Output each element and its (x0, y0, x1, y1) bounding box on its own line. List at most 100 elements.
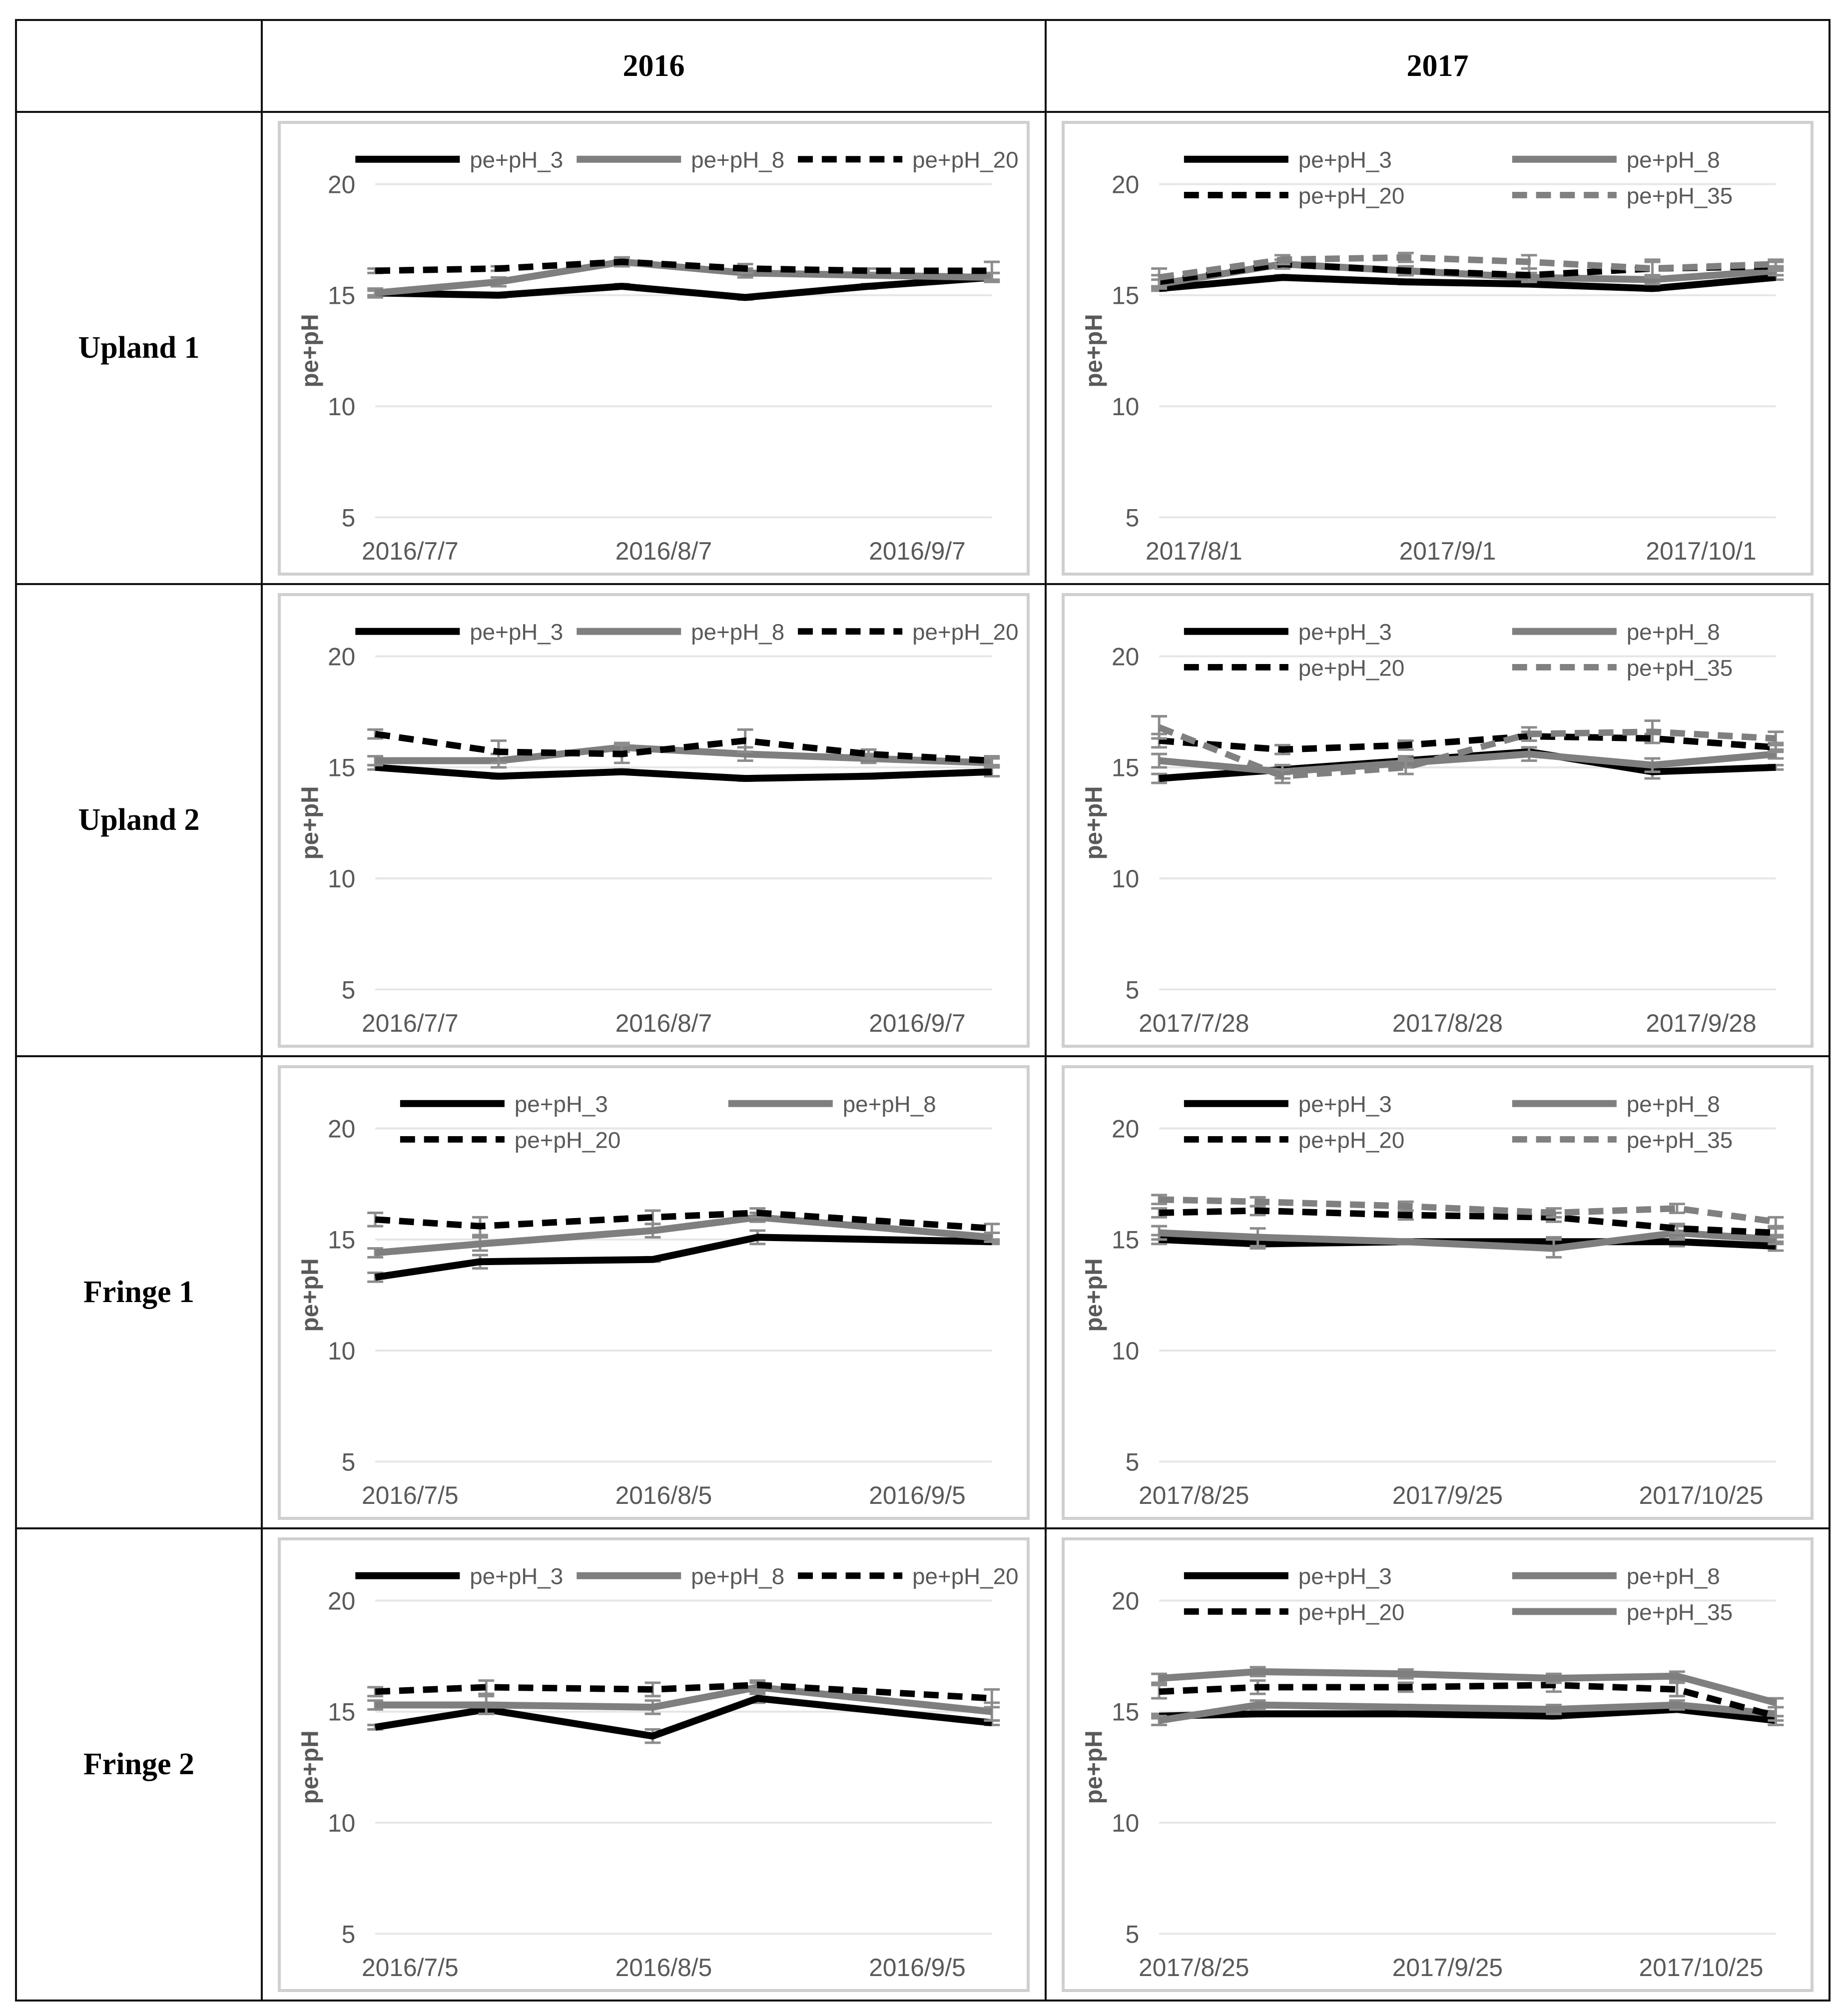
y-tick-label: 5 (342, 1920, 356, 1948)
data-point (1774, 765, 1777, 768)
data-point (744, 267, 747, 270)
x-tick-label: 2017/9/25 (1392, 1481, 1503, 1509)
y-tick-label: 10 (1112, 1337, 1139, 1365)
series-pe+pH_3 (367, 1692, 1000, 1744)
data-point (1158, 1231, 1161, 1234)
legend-item: pe+pH_20 (798, 619, 1019, 645)
series-line (1159, 1196, 1777, 1225)
data-point (1281, 774, 1284, 777)
legend-label: pe+pH_20 (912, 147, 1019, 172)
series-line (1159, 1705, 1777, 1724)
y-tick-label: 15 (328, 1226, 355, 1254)
data-point (1158, 1198, 1161, 1201)
series-pe+pH_20 (367, 728, 1000, 766)
series-pe+pH_8 (367, 1211, 1000, 1259)
error-bar (984, 260, 1000, 281)
data-point (1774, 737, 1777, 740)
y-tick-label: 10 (328, 393, 355, 421)
legend-item: pe+pH_20 (798, 1563, 1019, 1589)
legend-item: pe+pH_35 (1512, 1599, 1733, 1625)
error-bar (1768, 1216, 1784, 1228)
legend: pe+pH_3 pe+pH_8 pe+pH_20 (355, 147, 1019, 172)
series-pe+pH_8 (1151, 1699, 1784, 1726)
data-point (1774, 1231, 1777, 1234)
x-tick-label: 2016/8/5 (615, 1481, 712, 1509)
legend-item: pe+pH_3 (1184, 619, 1392, 645)
x-tick-label: 2017/9/1 (1399, 537, 1496, 565)
y-tick-label: 5 (1126, 1448, 1140, 1476)
x-tick-label: 2016/7/5 (362, 1481, 459, 1509)
error-bar (1151, 752, 1168, 768)
series-line (375, 1694, 993, 1740)
legend-item: pe+pH_3 (355, 1563, 563, 1589)
data-point (1404, 1205, 1407, 1208)
x-tick-label: 2017/8/25 (1139, 1481, 1249, 1509)
data-point (1256, 1712, 1259, 1715)
chart-upland2-2017: 5 10 15 20 2017/7/28 2017/8/28 2017/9/28 pe+pH p… (1062, 593, 1814, 1048)
y-tick-label: 10 (1112, 1809, 1139, 1837)
data-point (1676, 1207, 1679, 1210)
data-point (1404, 1685, 1407, 1688)
legend-label: pe+pH_35 (1627, 655, 1733, 680)
legend-label: pe+pH_3 (515, 1091, 608, 1117)
series-line (375, 730, 992, 764)
data-point (1158, 1690, 1161, 1693)
data-point (1774, 1714, 1777, 1717)
data-point (1404, 269, 1407, 272)
y-tick-label: 5 (1126, 504, 1140, 532)
y-axis-label: pe+pH (1081, 786, 1108, 859)
series-line (375, 1213, 992, 1256)
data-point (1158, 1677, 1161, 1680)
data-point (756, 1211, 759, 1214)
series-line (375, 258, 992, 274)
legend-item: pe+pH_8 (577, 619, 784, 645)
data-point (374, 1703, 377, 1706)
y-axis-label: pe+pH (297, 786, 324, 859)
legend-label: pe+pH_20 (912, 1563, 1019, 1589)
data-point (1552, 1211, 1555, 1214)
data-point (1552, 1708, 1555, 1711)
error-bar (860, 748, 877, 760)
legend-item: pe+pH_20 (1184, 655, 1404, 680)
series-pe+pH_20 (367, 256, 1000, 281)
legend-label: pe+pH_3 (1298, 1563, 1392, 1589)
series-line (1159, 254, 1776, 281)
error-bar (1669, 1202, 1685, 1214)
x-tick-label: 2016/8/7 (615, 1009, 712, 1037)
x-tick-label: 2016/7/7 (362, 537, 459, 565)
legend-item: pe+pH_3 (1184, 1563, 1392, 1589)
data-point (1676, 1227, 1679, 1230)
y-axis-label: pe+pH (1081, 314, 1108, 387)
data-point (867, 269, 870, 272)
series-pe+pH_8 (367, 741, 1000, 768)
y-axis-label: pe+pH (297, 1258, 324, 1332)
series-pe+pH_35 (1151, 714, 1784, 784)
series-pe+pH_20 (367, 1679, 1000, 1708)
legend-item: pe+pH_20 (1184, 183, 1404, 208)
legend-item: pe+pH_8 (1512, 147, 1720, 172)
error-bar (1151, 1225, 1168, 1241)
data-point (1528, 273, 1531, 276)
data-point (1158, 276, 1161, 279)
data-point (1676, 1674, 1679, 1677)
error-bar (1768, 258, 1784, 270)
year-header-2016: 2016 (261, 19, 1047, 113)
data-point (1158, 759, 1161, 762)
data-point (374, 1725, 377, 1728)
data-point (1651, 730, 1654, 733)
data-point (1256, 1670, 1259, 1673)
y-tick-label: 20 (328, 1587, 355, 1615)
series-line (375, 258, 992, 296)
legend-item: pe+pH_8 (1512, 1091, 1720, 1117)
data-point (374, 1218, 377, 1221)
data-point (1404, 743, 1407, 746)
y-tick-label: 10 (1112, 393, 1139, 421)
y-tick-label: 15 (328, 281, 355, 309)
legend-label: pe+pH_8 (843, 1091, 936, 1117)
legend-label: pe+pH_3 (1298, 619, 1392, 645)
data-point (744, 296, 747, 299)
chart-fringe1-2017: 5 10 15 20 2017/8/25 2017/9/25 2017/10/25 pe+pH… (1062, 1065, 1814, 1520)
y-axis-label: pe+pH (1081, 1258, 1108, 1332)
legend-label: pe+pH_35 (1627, 183, 1733, 208)
legend-label: pe+pH_3 (470, 147, 563, 172)
